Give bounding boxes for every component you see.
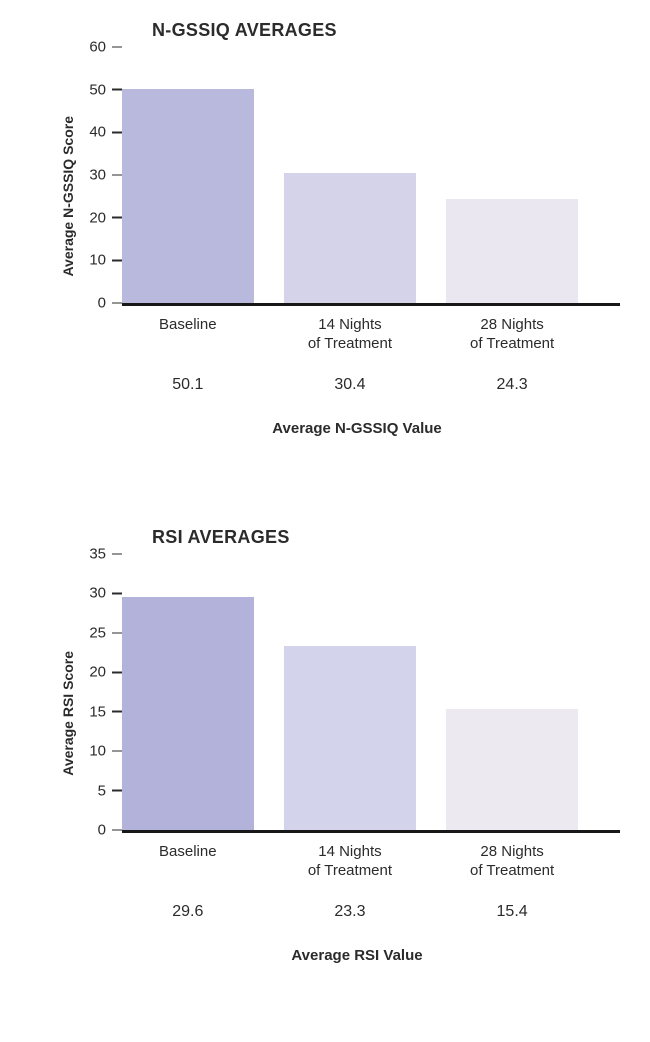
y-tick-mark bbox=[112, 553, 122, 555]
x-category-label: Baseline bbox=[118, 843, 258, 862]
y-tick: 15 bbox=[89, 703, 122, 720]
x-axis-region: Baseline14 Nights of Treatment28 Nights … bbox=[122, 316, 592, 437]
y-tick-mark bbox=[112, 89, 122, 91]
y-tick: 20 bbox=[89, 664, 122, 681]
y-tick-label: 5 bbox=[98, 782, 112, 799]
plot-area bbox=[122, 554, 620, 833]
y-tick-mark bbox=[112, 132, 122, 134]
chart-title: N-GSSIQ AVERAGES bbox=[152, 20, 620, 41]
bar bbox=[446, 709, 578, 830]
y-tick-label: 30 bbox=[89, 167, 112, 184]
x-value-label: 30.4 bbox=[310, 376, 390, 394]
y-tick-mark bbox=[112, 750, 122, 752]
x-axis-title: Average RSI Value bbox=[122, 947, 592, 964]
x-category-labels: Baseline14 Nights of Treatment28 Nights … bbox=[122, 316, 592, 362]
y-axis: 0102030405060 bbox=[82, 47, 122, 303]
y-tick-mark bbox=[112, 632, 122, 634]
y-tick-label: 35 bbox=[89, 546, 112, 563]
y-tick-mark bbox=[112, 593, 122, 595]
x-value-label: 23.3 bbox=[310, 903, 390, 921]
x-category-label: 28 Nights of Treatment bbox=[442, 843, 582, 881]
y-tick-mark bbox=[112, 260, 122, 262]
chart-title: RSI AVERAGES bbox=[152, 527, 620, 548]
y-tick-mark bbox=[112, 174, 122, 176]
x-value-labels: 29.6 23.3 15.4 bbox=[122, 903, 592, 929]
y-tick-mark bbox=[112, 672, 122, 674]
y-tick-label: 25 bbox=[89, 624, 112, 641]
y-tick-mark bbox=[112, 46, 122, 48]
plot-area bbox=[122, 47, 620, 306]
y-tick: 40 bbox=[89, 124, 122, 141]
y-tick-label: 30 bbox=[89, 585, 112, 602]
y-tick: 10 bbox=[89, 743, 122, 760]
x-category-labels: Baseline14 Nights of Treatment28 Nights … bbox=[122, 843, 592, 889]
x-value-label: 24.3 bbox=[472, 376, 552, 394]
y-tick: 30 bbox=[89, 585, 122, 602]
y-tick-mark bbox=[112, 302, 122, 304]
x-value-label: 50.1 bbox=[148, 376, 228, 394]
y-tick: 50 bbox=[89, 81, 122, 98]
y-tick: 0 bbox=[98, 295, 122, 312]
x-value-label: 15.4 bbox=[472, 903, 552, 921]
bars-group bbox=[122, 554, 620, 830]
y-tick: 5 bbox=[98, 782, 122, 799]
y-tick-mark bbox=[112, 829, 122, 831]
bar bbox=[122, 89, 254, 303]
x-value-labels: 50.1 30.4 24.3 bbox=[122, 376, 592, 402]
y-tick-label: 50 bbox=[89, 81, 112, 98]
bar bbox=[122, 597, 254, 830]
y-axis-label: Average N-GSSIQ Score bbox=[60, 76, 76, 277]
y-tick-mark bbox=[112, 790, 122, 792]
y-axis: 05101520253035 bbox=[82, 554, 122, 830]
plot-row: Average N-GSSIQ Score 0102030405060 bbox=[60, 47, 620, 306]
x-axis-region: Baseline14 Nights of Treatment28 Nights … bbox=[122, 843, 592, 964]
bar bbox=[284, 173, 416, 303]
y-tick-label: 20 bbox=[89, 209, 112, 226]
y-tick: 35 bbox=[89, 546, 122, 563]
chart-rsi: RSI AVERAGES Average RSI Score 0 5 10 15 20 2… bbox=[60, 527, 620, 964]
x-category-label: 14 Nights of Treatment bbox=[280, 316, 420, 354]
y-tick-mark bbox=[112, 217, 122, 219]
y-tick: 20 bbox=[89, 209, 122, 226]
chart-ngssiq: N-GSSIQ AVERAGES Average N-GSSIQ Score 0… bbox=[60, 20, 620, 437]
y-tick: 10 bbox=[89, 252, 122, 269]
x-category-label: Baseline bbox=[118, 316, 258, 335]
page: N-GSSIQ AVERAGES Average N-GSSIQ Score 0… bbox=[0, 0, 650, 1042]
y-tick-label: 10 bbox=[89, 252, 112, 269]
y-axis-label: Average RSI Score bbox=[60, 611, 76, 776]
bar bbox=[284, 646, 416, 830]
y-tick-label: 60 bbox=[89, 39, 112, 56]
y-tick-mark bbox=[112, 711, 122, 713]
y-tick-label: 10 bbox=[89, 743, 112, 760]
bar bbox=[446, 199, 578, 303]
x-category-label: 14 Nights of Treatment bbox=[280, 843, 420, 881]
y-tick-label: 0 bbox=[98, 822, 112, 839]
x-value-label: 29.6 bbox=[148, 903, 228, 921]
y-tick-label: 20 bbox=[89, 664, 112, 681]
y-tick-label: 40 bbox=[89, 124, 112, 141]
x-category-label: 28 Nights of Treatment bbox=[442, 316, 582, 354]
y-tick: 0 bbox=[98, 822, 122, 839]
y-tick-label: 0 bbox=[98, 295, 112, 312]
y-tick-label: 15 bbox=[89, 703, 112, 720]
x-axis-title: Average N-GSSIQ Value bbox=[122, 420, 592, 437]
bars-group bbox=[122, 47, 620, 303]
y-tick: 60 bbox=[89, 39, 122, 56]
plot-row: Average RSI Score 05101520253035 bbox=[60, 554, 620, 833]
y-tick: 30 bbox=[89, 167, 122, 184]
y-tick: 25 bbox=[89, 624, 122, 641]
